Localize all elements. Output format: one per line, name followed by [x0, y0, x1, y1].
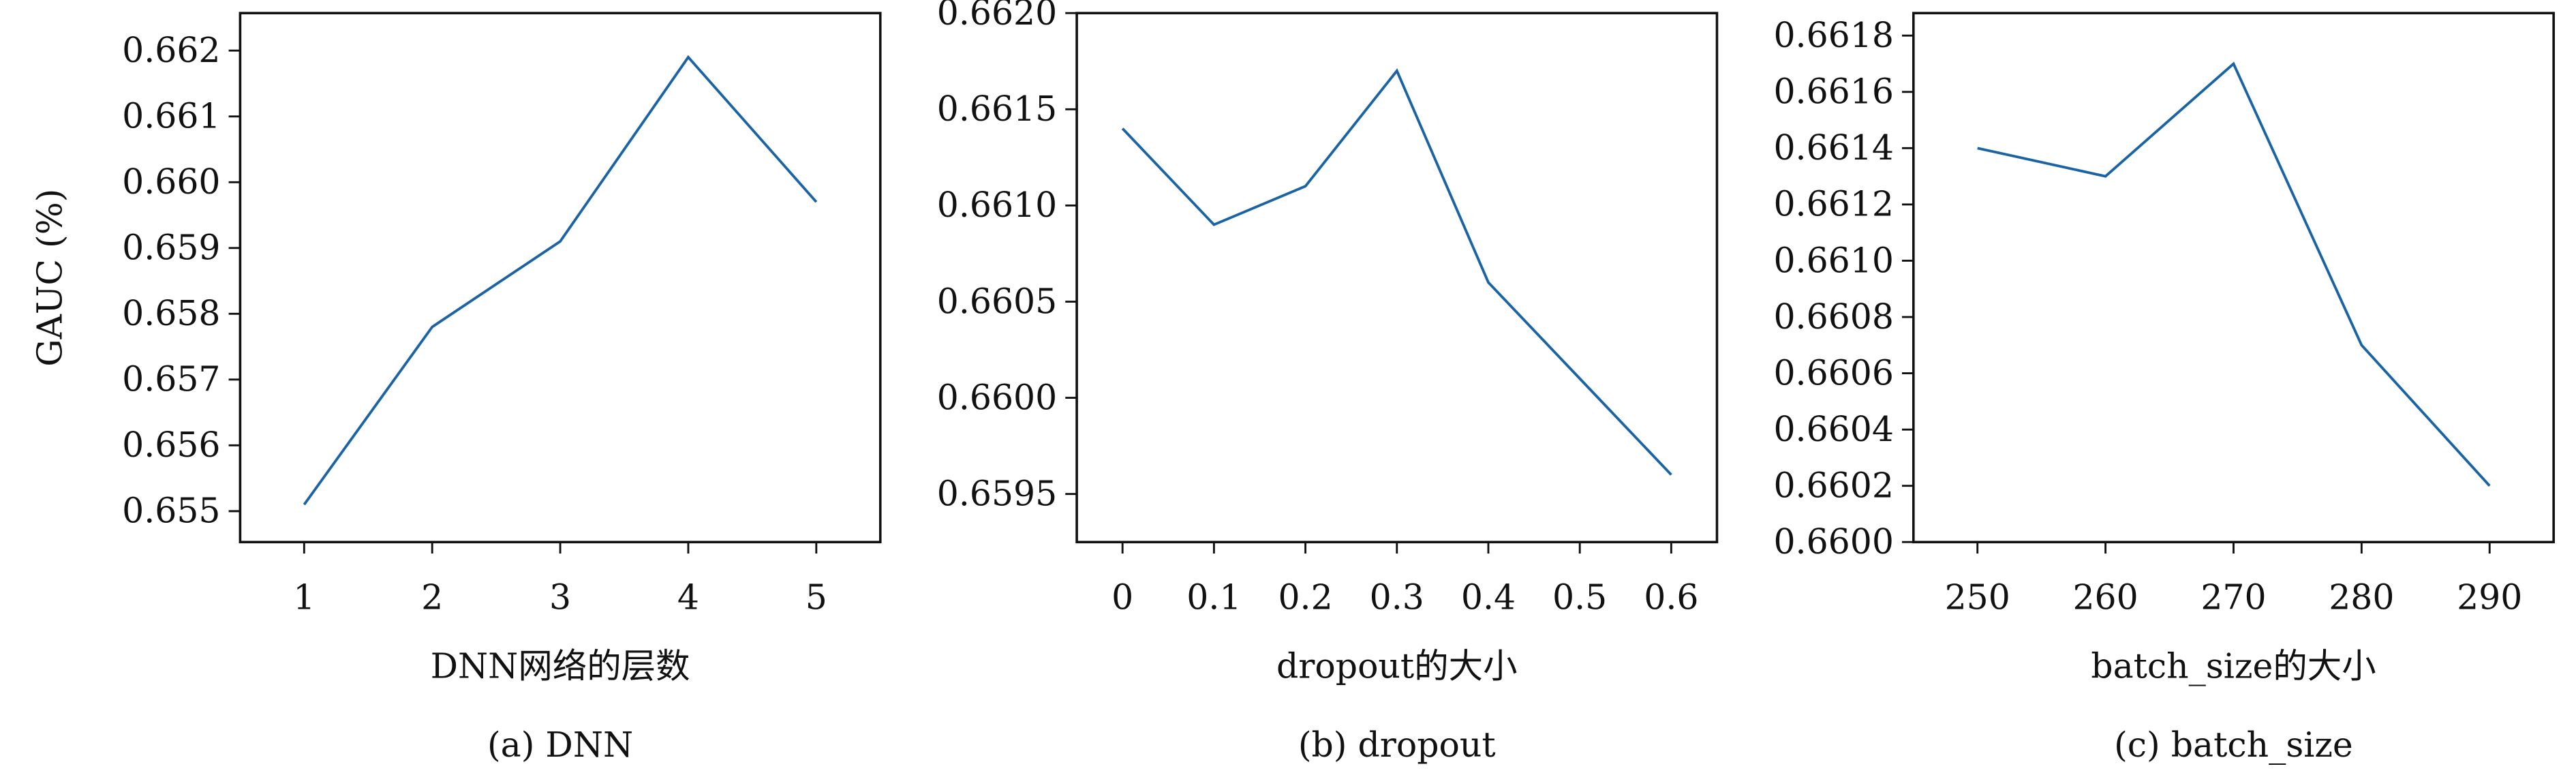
y-tick-label: 0.6616	[1773, 72, 1893, 112]
x-tick-label: 0.1	[1186, 577, 1241, 618]
data-line	[1977, 61, 2491, 487]
y-tick-label: 0.6610	[937, 185, 1057, 225]
y-tick-label: 0.6605	[937, 281, 1057, 321]
y-tick-label: 0.660	[122, 162, 220, 202]
x-tick-label: 0.3	[1370, 577, 1424, 618]
y-tick-label: 0.6615	[937, 89, 1057, 129]
y-axis-label: GAUC (%)	[29, 189, 70, 367]
x-tick-label: 0.2	[1278, 577, 1332, 618]
y-tick-label: 0.662	[122, 30, 220, 70]
x-tick-label: 260	[2072, 577, 2138, 618]
y-tick-label: 0.6610	[1773, 240, 1893, 280]
plot-frame	[1075, 12, 1719, 544]
x-tick-label: 1	[293, 577, 315, 618]
y-tick-label: 0.658	[122, 293, 220, 333]
y-tick-label: 0.6612	[1773, 184, 1893, 224]
plot-frame	[239, 12, 882, 544]
data-line	[303, 55, 818, 506]
x-tick-label: 2	[421, 577, 443, 618]
y-tick-label: 0.661	[122, 96, 220, 136]
caption: (a) DNN	[487, 725, 633, 765]
caption: (b) dropout	[1298, 725, 1496, 765]
x-axis-label: dropout的大小	[1276, 646, 1517, 686]
y-tick-label: 0.6606	[1773, 352, 1893, 393]
y-tick-label: 0.659	[122, 228, 220, 268]
x-tick-label: 250	[1945, 577, 2010, 618]
x-tick-label: 0	[1111, 577, 1133, 618]
y-tick-label: 0.657	[122, 359, 220, 399]
y-tick-label: 0.6608	[1773, 297, 1893, 337]
x-tick-label: 290	[2457, 577, 2522, 618]
y-tick-label: 0.6602	[1773, 466, 1893, 506]
plot-frame	[1912, 12, 2555, 544]
caption: (c) batch_size	[2114, 725, 2353, 765]
y-tick-label: 0.6604	[1773, 409, 1893, 449]
y-tick-label: 0.6614	[1773, 127, 1893, 168]
x-tick-label: 0.4	[1461, 577, 1516, 618]
x-tick-label: 4	[677, 577, 699, 618]
y-tick-label: 0.6618	[1773, 15, 1893, 55]
x-tick-label: 0.5	[1552, 577, 1607, 618]
data-line	[1121, 68, 1672, 476]
x-axis-label: batch_size的大小	[2091, 646, 2376, 686]
x-tick-label: 280	[2329, 577, 2394, 618]
x-tick-label: 3	[549, 577, 571, 618]
y-tick-label: 0.6600	[937, 377, 1057, 417]
x-tick-label: 0.6	[1644, 577, 1698, 618]
x-tick-label: 270	[2201, 577, 2266, 618]
x-axis-label: DNN网络的层数	[431, 646, 690, 686]
y-tick-label: 0.655	[122, 491, 220, 531]
x-tick-label: 5	[806, 577, 827, 618]
y-tick-label: 0.6600	[1773, 521, 1893, 562]
y-tick-label: 0.656	[122, 425, 220, 465]
y-tick-label: 0.6620	[937, 0, 1057, 33]
y-tick-label: 0.6595	[937, 474, 1057, 514]
